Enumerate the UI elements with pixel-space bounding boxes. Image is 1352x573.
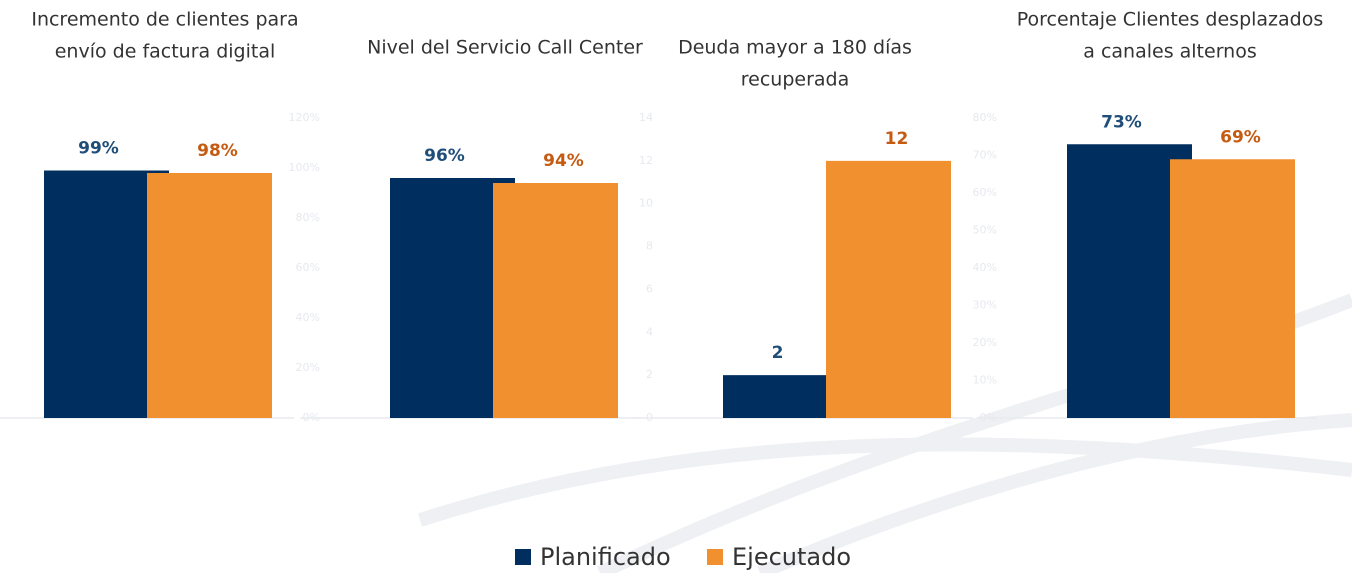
data-label: 96% bbox=[424, 146, 465, 166]
y-tick-label: 6 bbox=[646, 282, 653, 295]
y-tick-label: 2 bbox=[646, 368, 653, 381]
data-label: 12 bbox=[885, 129, 909, 149]
y-tick-label: 80% bbox=[973, 111, 997, 124]
chart-title: a canales alternos bbox=[1083, 41, 1256, 63]
y-tick-label: 4 bbox=[646, 325, 653, 338]
data-label: 98% bbox=[197, 141, 238, 161]
y-tick-label: 120% bbox=[289, 111, 320, 124]
chart-title: Deuda mayor a 180 días bbox=[678, 37, 912, 59]
chart-title: Nivel del Servicio Call Center bbox=[367, 37, 643, 59]
y-tick-label: 0% bbox=[303, 411, 320, 424]
y-tick-label: 0 bbox=[646, 411, 653, 424]
y-tick-label: 40% bbox=[973, 261, 997, 274]
legend-label: Ejecutado bbox=[732, 543, 851, 571]
legend-swatch bbox=[707, 549, 723, 565]
data-label: 99% bbox=[78, 139, 119, 159]
y-tick-label: 20% bbox=[296, 361, 320, 374]
legend-swatch bbox=[515, 549, 531, 565]
y-tick-label: 70% bbox=[973, 149, 997, 162]
chart-title: envío de factura digital bbox=[55, 41, 276, 63]
bar bbox=[826, 160, 951, 418]
data-label: 69% bbox=[1220, 127, 1261, 147]
data-label: 2 bbox=[772, 343, 784, 363]
chart-title: recuperada bbox=[741, 69, 849, 91]
y-tick-label: 12 bbox=[639, 154, 653, 167]
chart-title: Incremento de clientes para bbox=[31, 9, 298, 31]
bar bbox=[1170, 159, 1295, 418]
y-tick-label: 8 bbox=[646, 240, 653, 253]
bar bbox=[147, 173, 272, 418]
chart-title: Porcentaje Clientes desplazados bbox=[1017, 9, 1324, 31]
y-tick-label: 60% bbox=[296, 261, 320, 274]
y-tick-label: 20% bbox=[973, 336, 997, 349]
data-label: 94% bbox=[543, 151, 584, 171]
y-tick-label: 30% bbox=[973, 299, 997, 312]
data-label: 73% bbox=[1101, 112, 1142, 132]
y-tick-label: 50% bbox=[973, 224, 997, 237]
y-tick-label: 10% bbox=[973, 374, 997, 387]
y-tick-label: 100% bbox=[289, 161, 320, 174]
y-tick-label: 80% bbox=[296, 211, 320, 224]
y-tick-label: 60% bbox=[973, 186, 997, 199]
y-tick-label: 14 bbox=[639, 111, 653, 124]
y-tick-label: 0% bbox=[980, 411, 997, 424]
y-tick-label: 40% bbox=[296, 311, 320, 324]
y-tick-label: 10 bbox=[639, 197, 653, 210]
bar bbox=[493, 183, 618, 418]
legend-label: Planificado bbox=[540, 543, 671, 571]
